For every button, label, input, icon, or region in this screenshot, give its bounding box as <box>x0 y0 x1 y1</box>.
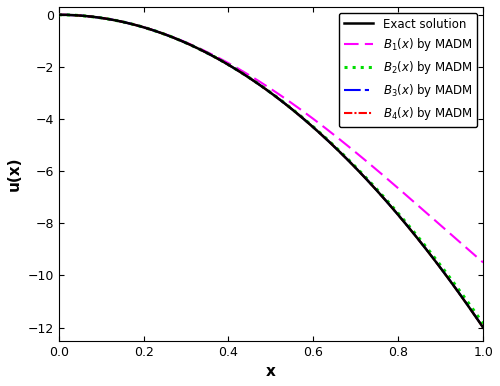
$B_4(x)$ by MADM <box>99 16 105 20</box>
X-axis label: x: x <box>266 364 276 379</box>
$B_1(x)$ by MADM <box>228 62 234 66</box>
$B_1(x)$ by MADM <box>394 185 400 190</box>
$B_4(x)$ by MADM <box>228 64 234 68</box>
$B_3(x)$ by MADM <box>394 212 400 216</box>
Line: $B_1(x)$ by MADM: $B_1(x)$ by MADM <box>58 15 483 262</box>
Exact solution <box>228 64 234 68</box>
$B_1(x)$ by MADM <box>386 179 392 183</box>
$B_2(x)$ by MADM <box>386 201 392 206</box>
$B_1(x)$ by MADM <box>347 146 353 150</box>
$B_3(x)$ by MADM <box>347 160 353 164</box>
$B_3(x)$ by MADM <box>99 16 105 20</box>
$B_3(x)$ by MADM <box>242 73 248 78</box>
$B_3(x)$ by MADM <box>480 325 486 330</box>
Exact solution <box>99 16 105 20</box>
$B_1(x)$ by MADM <box>99 16 105 20</box>
$B_4(x)$ by MADM <box>347 160 353 164</box>
Exact solution <box>56 12 62 17</box>
Exact solution <box>394 212 400 216</box>
Exact solution <box>242 73 248 78</box>
$B_2(x)$ by MADM <box>99 16 105 20</box>
$B_3(x)$ by MADM <box>228 64 234 68</box>
$B_2(x)$ by MADM <box>394 210 400 215</box>
Line: $B_3(x)$ by MADM: $B_3(x)$ by MADM <box>58 15 483 327</box>
$B_1(x)$ by MADM <box>480 260 486 265</box>
$B_3(x)$ by MADM <box>56 12 62 17</box>
$B_2(x)$ by MADM <box>480 322 486 326</box>
$B_1(x)$ by MADM <box>56 12 62 17</box>
$B_2(x)$ by MADM <box>56 12 62 17</box>
$B_4(x)$ by MADM <box>386 203 392 207</box>
$B_4(x)$ by MADM <box>394 212 400 216</box>
$B_2(x)$ by MADM <box>228 64 234 68</box>
$B_2(x)$ by MADM <box>242 73 248 78</box>
Exact solution <box>347 160 353 164</box>
$B_1(x)$ by MADM <box>242 71 248 75</box>
Exact solution <box>386 203 392 207</box>
$B_2(x)$ by MADM <box>347 159 353 164</box>
$B_4(x)$ by MADM <box>242 73 248 78</box>
Line: $B_2(x)$ by MADM: $B_2(x)$ by MADM <box>58 15 483 324</box>
Line: Exact solution: Exact solution <box>58 15 483 328</box>
$B_3(x)$ by MADM <box>386 203 392 207</box>
Exact solution <box>480 325 486 330</box>
Y-axis label: u(x): u(x) <box>7 157 22 191</box>
Line: $B_4(x)$ by MADM: $B_4(x)$ by MADM <box>58 15 483 328</box>
Legend: Exact solution, $B_1(x)$ by MADM, $B_2(x)$ by MADM, $B_3(x)$ by MADM, $B_4(x)$ b: Exact solution, $B_1(x)$ by MADM, $B_2(x… <box>339 13 477 127</box>
$B_4(x)$ by MADM <box>480 325 486 330</box>
$B_4(x)$ by MADM <box>56 12 62 17</box>
